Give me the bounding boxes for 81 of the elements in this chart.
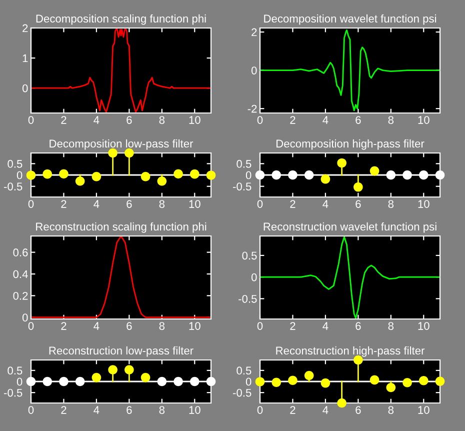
y-tick-label: 0.4 (13, 270, 28, 278)
y-tick-label: 0 (246, 171, 252, 180)
y-tick-label: 0 (16, 378, 22, 386)
x-tick-label: 8 (388, 406, 394, 414)
y-tick-label: -0.5 (238, 294, 257, 303)
x-tick-label: 10 (189, 322, 200, 330)
y-tick-label: -0.5 (4, 388, 22, 397)
y-tick-label: 0.5 (236, 366, 252, 375)
y-tick-label: 0 (251, 66, 257, 74)
y-tick-label: -2 (248, 104, 257, 113)
y-tick-label: 2 (22, 24, 28, 32)
x-tick-label: 4 (94, 406, 100, 414)
x-tick-label: 8 (159, 322, 165, 330)
x-tick-label: 0 (28, 200, 34, 208)
x-tick-label: 2 (290, 322, 296, 330)
x-tick-label: 10 (418, 116, 430, 124)
y-tick-label: 0 (22, 84, 28, 92)
x-tick-label: 6 (356, 322, 361, 330)
x-tick-label: 8 (388, 200, 394, 208)
chart-title: Reconstruction scaling function phi (36, 222, 206, 233)
x-tick-label: 6 (356, 116, 361, 124)
y-tick-label: 0 (251, 273, 257, 282)
y-tick-label: 0 (246, 378, 252, 386)
chart-title: Reconstruction high-pass filter (276, 346, 425, 357)
x-tick-label: 0 (257, 406, 263, 414)
y-tick-label: 0.2 (13, 292, 28, 300)
x-tick-label: 4 (322, 200, 328, 208)
x-tick-label: 4 (94, 322, 100, 330)
x-tick-label: 8 (159, 200, 165, 208)
y-tick-label: 0.5 (242, 252, 257, 260)
y-tick-label: -0.5 (4, 182, 22, 190)
chart-title: Reconstruction wavelet function psi (264, 222, 436, 233)
x-tick-label: 0 (28, 322, 34, 330)
x-tick-label: 0 (257, 116, 263, 124)
chart-title: Decomposition high-pass filter (276, 139, 424, 150)
x-tick-label: 0 (257, 322, 263, 330)
y-tick-label: 0 (22, 314, 28, 322)
y-tick-label: 2 (252, 28, 257, 36)
x-tick-label: 2 (61, 322, 66, 330)
x-tick-label: 10 (189, 406, 200, 414)
x-tick-label: 4 (94, 200, 100, 208)
y-tick-label: 0.5 (8, 160, 22, 168)
x-tick-label: 4 (322, 322, 328, 330)
x-tick-label: 4 (94, 116, 100, 124)
x-tick-label: 2 (290, 406, 296, 414)
y-tick-label: 0.6 (13, 248, 28, 256)
x-tick-label: 6 (356, 200, 361, 208)
x-tick-label: 10 (189, 116, 200, 124)
chart-title: Decomposition scaling function phi (36, 14, 206, 25)
x-tick-label: 2 (290, 200, 296, 208)
x-tick-label: 6 (126, 406, 132, 414)
x-tick-label: 8 (159, 406, 165, 414)
x-tick-label: 8 (388, 116, 394, 124)
x-tick-label: 6 (126, 200, 132, 208)
chart-title: Decomposition low-pass filter (50, 139, 194, 150)
x-tick-label: 10 (189, 200, 200, 208)
chart-title: Decomposition wavelet function psi (264, 14, 436, 25)
x-tick-label: 2 (61, 200, 66, 208)
x-tick-label: 6 (126, 322, 132, 330)
x-tick-label: 2 (290, 116, 296, 124)
x-tick-label: 0 (257, 200, 263, 208)
x-tick-label: 10 (418, 406, 430, 414)
x-tick-label: 0 (28, 116, 34, 124)
x-tick-label: 8 (388, 322, 394, 330)
y-tick-label: 0.5 (236, 160, 252, 168)
x-tick-label: 8 (159, 116, 165, 124)
x-tick-label: 6 (126, 116, 132, 124)
x-tick-label: 10 (418, 200, 430, 208)
chart-title: Reconstruction low-pass filter (49, 346, 194, 357)
x-tick-label: 2 (61, 116, 66, 124)
x-tick-label: 2 (61, 406, 66, 414)
x-tick-label: 10 (418, 322, 430, 330)
x-tick-label: 4 (322, 116, 328, 124)
y-tick-label: 1 (22, 54, 28, 62)
x-tick-label: 0 (28, 406, 34, 414)
y-tick-label: 0 (16, 171, 22, 180)
y-tick-label: -0.5 (233, 388, 252, 397)
y-tick-label: 0.5 (8, 366, 22, 375)
x-tick-label: 4 (322, 406, 328, 414)
y-tick-label: -0.5 (233, 182, 252, 190)
x-tick-label: 6 (356, 406, 361, 414)
